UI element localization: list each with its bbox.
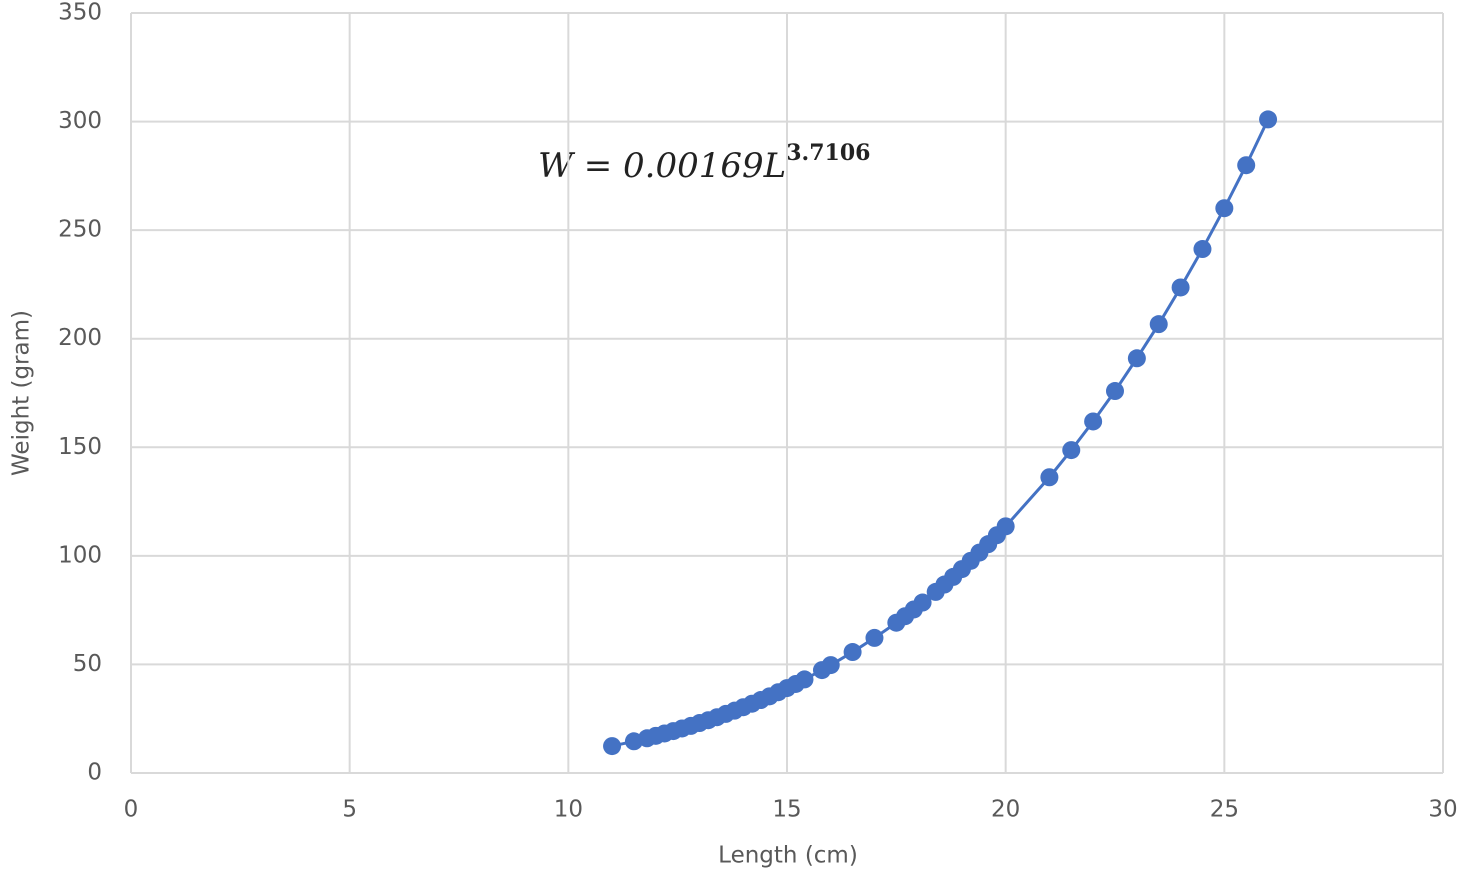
- x-tick-label: 0: [124, 797, 139, 823]
- x-tick-label: 5: [342, 797, 357, 823]
- data-point: [603, 737, 622, 756]
- data-point: [1127, 349, 1146, 368]
- data-point: [1193, 240, 1212, 259]
- y-tick-label: 200: [58, 325, 102, 351]
- data-point: [1106, 382, 1124, 401]
- data-point: [865, 628, 884, 647]
- data-point: [1259, 110, 1278, 129]
- y-tick-label: 350: [58, 0, 102, 26]
- y-tick-label: 150: [58, 434, 102, 460]
- y-tick-label: 100: [58, 542, 102, 568]
- x-tick-label: 30: [1428, 797, 1457, 823]
- data-point: [1215, 199, 1234, 218]
- x-axis-title: Length (cm): [718, 843, 858, 869]
- data-point: [1062, 441, 1081, 460]
- data-point: [821, 656, 840, 675]
- x-tick-label: 25: [1210, 797, 1239, 823]
- x-tick-label: 20: [991, 797, 1020, 823]
- y-axis-title: Weight (gram): [9, 310, 35, 476]
- y-tick-label: 300: [58, 108, 102, 134]
- data-point: [913, 593, 932, 612]
- trend-line: [611, 118, 1270, 748]
- equation: W = 0.00169L3.7106: [538, 140, 870, 186]
- data-point: [1149, 315, 1168, 334]
- equation-exponent: 3.7106: [786, 140, 870, 166]
- data-point: [843, 643, 862, 662]
- data-point: [996, 517, 1015, 536]
- x-tick-label: 15: [772, 797, 801, 823]
- data-point: [795, 670, 814, 689]
- data-point: [1237, 156, 1256, 175]
- x-tick-label: 10: [554, 797, 583, 823]
- data-point: [1084, 412, 1103, 431]
- y-tick-label: 50: [73, 651, 102, 677]
- y-tick-label: 0: [87, 760, 102, 786]
- data-point: [1171, 278, 1190, 297]
- data-point: [1040, 468, 1059, 487]
- equation-base: W = 0.00169L: [538, 146, 786, 186]
- y-tick-label: 250: [58, 217, 102, 243]
